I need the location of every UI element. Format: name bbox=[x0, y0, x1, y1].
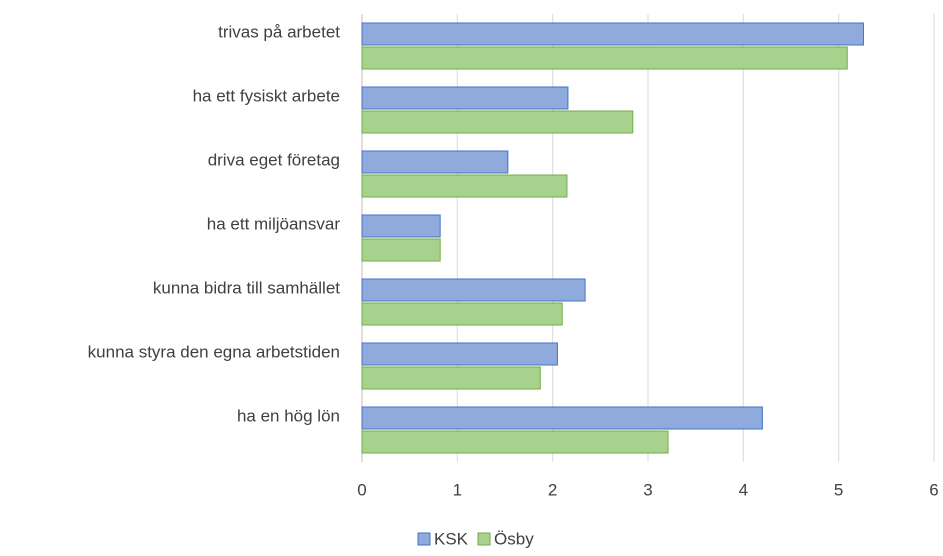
bar bbox=[361, 302, 563, 326]
x-tick-label: 1 bbox=[453, 480, 462, 499]
bar bbox=[361, 150, 509, 174]
bar bbox=[361, 406, 763, 430]
bar bbox=[361, 22, 864, 46]
y-tick-label: ha ett miljöansvar bbox=[207, 214, 341, 233]
y-tick-label: trivas på arbetet bbox=[218, 22, 340, 41]
y-tick-label: kunna bidra till samhället bbox=[153, 278, 340, 297]
legend-swatch bbox=[417, 532, 431, 546]
y-tick-label: kunna styra den egna arbetstiden bbox=[88, 342, 340, 361]
y-tick-label: ha ett fysiskt arbete bbox=[193, 86, 340, 105]
legend-swatch bbox=[477, 532, 491, 546]
bar bbox=[361, 342, 558, 366]
x-tick-label: 3 bbox=[643, 480, 652, 499]
bar bbox=[361, 174, 568, 198]
x-tick-label: 6 bbox=[929, 480, 938, 499]
legend-label: KSK bbox=[434, 529, 469, 548]
bar bbox=[361, 46, 848, 70]
x-tick-label: 5 bbox=[834, 480, 843, 499]
bar bbox=[361, 238, 441, 262]
bar bbox=[361, 366, 541, 390]
y-tick-label: ha en hög lön bbox=[237, 406, 340, 425]
bar bbox=[361, 110, 634, 134]
y-tick-label: driva eget företag bbox=[208, 150, 340, 169]
legend-label: Ösby bbox=[494, 529, 534, 548]
x-tick-label: 0 bbox=[357, 480, 366, 499]
x-tick-label: 4 bbox=[739, 480, 748, 499]
bar bbox=[361, 430, 669, 454]
x-tick-label: 2 bbox=[548, 480, 557, 499]
bar bbox=[361, 278, 586, 302]
bar bbox=[361, 86, 569, 110]
bar bbox=[361, 214, 441, 238]
